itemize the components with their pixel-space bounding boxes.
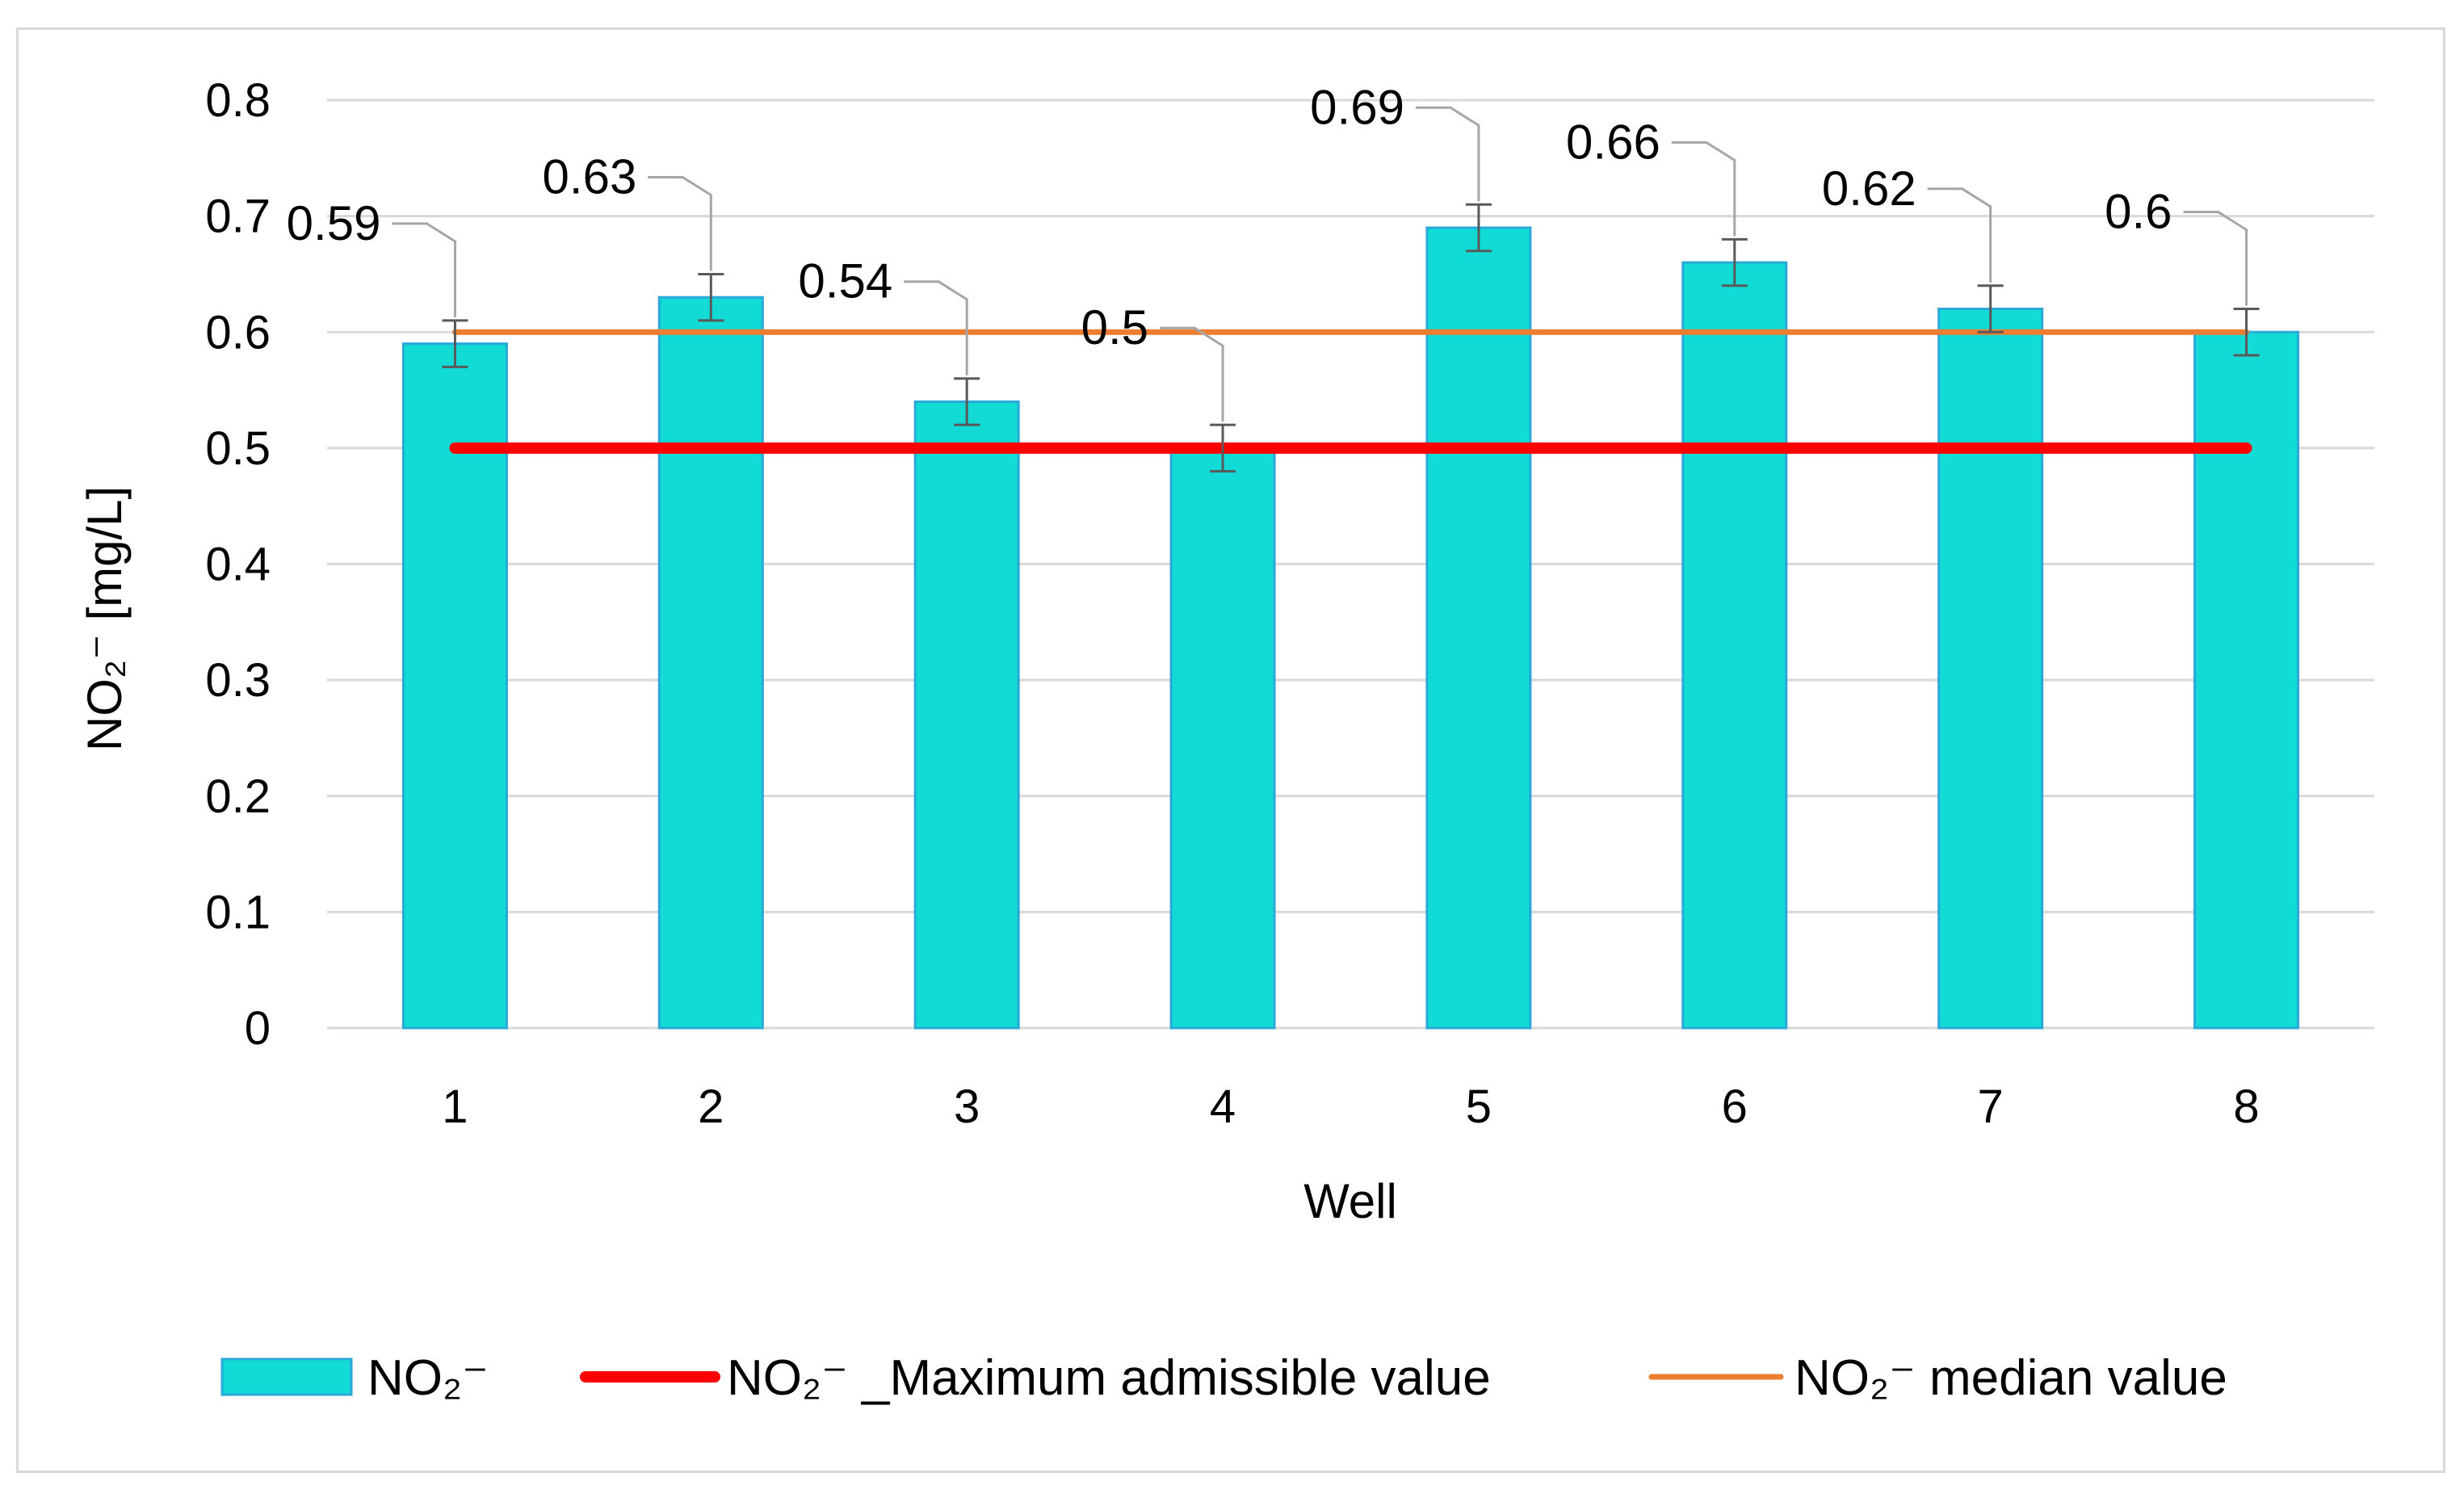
x-tick-label: 4 — [1210, 1080, 1236, 1133]
leader-line — [1415, 106, 1480, 202]
y-tick-label: 0.6 — [205, 306, 271, 359]
label-leader-lines — [392, 106, 2248, 422]
bar — [1681, 261, 1788, 1030]
y-axis-ticks: 0 0.1 0.2 0.3 0.4 0.5 0.6 0.7 0.8 — [205, 74, 271, 1055]
y-axis-title: NO₂⁻ [mg/L] — [78, 486, 132, 751]
leader-line — [1671, 141, 1736, 237]
error-bars — [442, 203, 2260, 473]
y-tick-label: 0 — [245, 1002, 271, 1055]
y-tick-label: 0.3 — [205, 654, 271, 707]
leader-line — [1927, 187, 1992, 283]
data-label: 0.69 — [1310, 80, 1404, 134]
data-label: 0.62 — [1822, 162, 1916, 216]
legend-label-max: NO₂⁻ _Maximum admissible value — [727, 1350, 1491, 1406]
legend-swatch-bar — [220, 1357, 353, 1396]
bar — [1169, 447, 1276, 1030]
x-axis-title: Well — [1303, 1174, 1397, 1228]
y-tick-label: 0.2 — [205, 770, 271, 823]
reference-lines — [449, 329, 2252, 454]
leader-line — [2183, 211, 2248, 306]
bar — [1425, 226, 1532, 1030]
x-tick-label: 5 — [1466, 1080, 1492, 1133]
leader-line — [904, 280, 968, 376]
y-tick-label: 0.4 — [205, 539, 271, 591]
y-tick-label: 0.7 — [205, 191, 271, 243]
bar — [401, 342, 508, 1030]
legend-label-median: NO₂⁻ median value — [1794, 1350, 2227, 1406]
data-label: 0.5 — [1081, 300, 1148, 355]
data-label: 0.66 — [1566, 115, 1660, 169]
x-tick-label: 3 — [954, 1080, 980, 1133]
data-labels: 0.59 0.63 0.54 0.5 0.69 0.66 0.62 0.6 — [287, 80, 2172, 355]
leader-line — [392, 222, 456, 317]
bar — [2193, 330, 2300, 1030]
x-tick-label: 8 — [2233, 1080, 2259, 1133]
data-label: 0.54 — [798, 254, 892, 308]
data-label: 0.6 — [2105, 185, 2172, 239]
x-tick-label: 7 — [1978, 1080, 2004, 1133]
x-axis-ticks: 1 2 3 4 5 6 7 8 — [442, 1080, 2259, 1133]
leader-line — [1160, 326, 1224, 422]
data-label: 0.59 — [287, 196, 381, 250]
bar — [1937, 308, 2044, 1030]
x-tick-label: 1 — [442, 1080, 468, 1133]
x-tick-label: 2 — [698, 1080, 724, 1133]
leader-line — [648, 175, 712, 271]
legend-label-bar: NO₂⁻ — [367, 1350, 489, 1406]
bar — [913, 400, 1020, 1030]
y-tick-label: 0.5 — [205, 422, 271, 475]
y-tick-label: 0.1 — [205, 886, 271, 938]
legend: NO₂⁻ NO₂⁻ _Maximum admissible value NO₂⁻ m… — [220, 1350, 2227, 1406]
x-tick-label: 6 — [1722, 1080, 1748, 1133]
bar — [657, 296, 764, 1030]
data-label: 0.63 — [543, 149, 637, 204]
y-tick-label: 0.8 — [205, 74, 271, 127]
gridlines — [327, 99, 2374, 1030]
bars — [401, 226, 2300, 1030]
